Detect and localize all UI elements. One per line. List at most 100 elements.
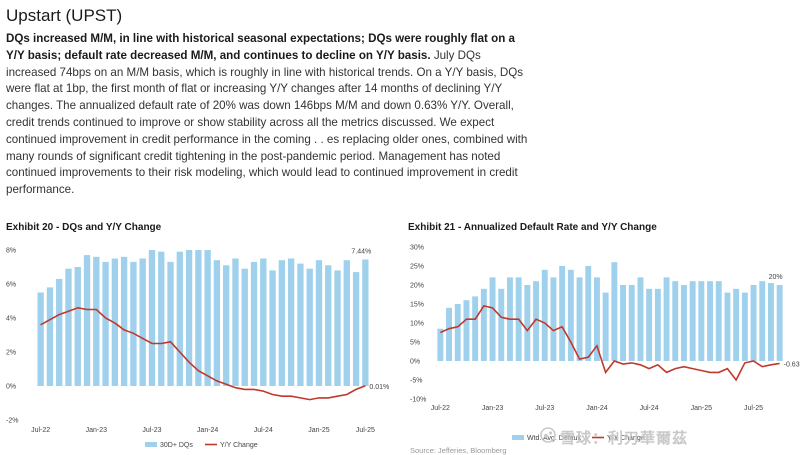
bar-2 — [56, 278, 63, 386]
commentary-paragraph: DQs increased M/M, in line with historic… — [6, 31, 534, 199]
bar-26 — [278, 260, 286, 386]
legend-swatch-bars — [145, 442, 157, 447]
exhibit-21-title: Exhibit 21 - Annualized Default Rate and… — [408, 222, 657, 233]
bar-21 — [620, 285, 627, 361]
x-tick-label: Jan-24 — [197, 427, 219, 434]
bar-24 — [646, 288, 653, 361]
bar-1 — [46, 287, 54, 386]
bar-29 — [689, 281, 696, 361]
y-tick-label: -2% — [6, 418, 18, 425]
bar-17 — [585, 266, 592, 361]
y-tick-label: 8% — [6, 248, 16, 255]
source-note: Source: Jefferies, Bloomberg — [410, 446, 507, 455]
watermark: 雪球：利刃華爾茲 — [560, 430, 689, 447]
y-tick-label: -10% — [410, 397, 426, 404]
y-tick-label: 0% — [6, 384, 16, 391]
y-tick-label: 0% — [410, 359, 420, 366]
exhibit-20-chart: -2% 0% 2% 4% 6% 8% Jul-22 Jan-23 Jul-23 Jan-24 Jul… — [6, 248, 389, 450]
yy-change-end-label: 0.01% — [369, 384, 389, 391]
bar-28 — [297, 263, 304, 386]
bar-38 — [767, 283, 774, 361]
bar-13 — [550, 277, 557, 361]
bar-3 — [65, 268, 72, 386]
bar-12 — [541, 269, 548, 361]
bar-31 — [707, 281, 714, 361]
x-tick-label: Jan-23 — [86, 427, 108, 434]
x-tick-label: Jul-23 — [535, 405, 554, 412]
bar-27 — [287, 258, 295, 386]
x-tick-label: Jan-24 — [586, 405, 608, 412]
bar-9 — [120, 256, 128, 386]
bar-16 — [576, 277, 583, 361]
bar-37 — [759, 281, 766, 361]
x-tick-label: Jul-22 — [431, 405, 450, 412]
bar-33 — [724, 292, 731, 361]
bar-35 — [362, 259, 369, 386]
bar-6 — [93, 256, 100, 386]
bar-20 — [611, 262, 618, 361]
bar-32 — [715, 281, 722, 361]
bar-21 — [232, 258, 239, 386]
bar-3 — [463, 300, 470, 361]
bar-14 — [559, 266, 566, 361]
bar-7 — [498, 288, 505, 361]
bar-18 — [593, 277, 600, 361]
bar-20 — [223, 265, 230, 386]
y-tick-label: 15% — [410, 302, 424, 309]
y-tick-label: 5% — [410, 340, 420, 347]
x-tick-label: Jul-23 — [142, 427, 161, 434]
bar-6 — [489, 277, 496, 361]
bar-22 — [628, 285, 635, 361]
bar-19 — [213, 260, 221, 386]
legend-label-line: Y/Y Change — [607, 435, 645, 442]
bar-1 — [446, 307, 453, 361]
page-title: Upstart (UPST) — [6, 6, 123, 25]
x-tick-label: Jan-23 — [482, 405, 504, 412]
bar-30 — [698, 281, 705, 361]
commentary-body: July DQs increased 74bps on an M/M basis… — [6, 48, 528, 197]
bar-5 — [83, 255, 91, 386]
commentary-lead: DQs increased M/M, in line with historic… — [6, 32, 515, 62]
bar-11 — [139, 258, 146, 386]
bar-27 — [672, 281, 679, 361]
bar-30 — [315, 260, 323, 386]
x-tick-label: Jan-25 — [308, 427, 330, 434]
y-tick-label: 6% — [6, 282, 16, 289]
y-tick-label: 4% — [6, 316, 16, 323]
legend-swatch-bars — [512, 435, 524, 440]
bar-26 — [663, 277, 670, 361]
bar-39 — [776, 285, 783, 361]
bar-16 — [185, 250, 193, 386]
yy-change-line — [40, 306, 366, 401]
bar-12 — [148, 250, 156, 386]
yy-change-line — [440, 305, 780, 382]
bar-2 — [454, 304, 461, 361]
bar-4 — [472, 296, 479, 361]
y-tick-label: 25% — [410, 264, 424, 271]
y-tick-label: 2% — [6, 350, 16, 357]
bar-10 — [524, 285, 531, 361]
bar-35 — [741, 292, 748, 361]
y-tick-label: 10% — [410, 321, 424, 328]
bar-22 — [241, 268, 248, 386]
bar-11 — [533, 281, 540, 361]
bar-17 — [195, 250, 202, 386]
bar-0 — [437, 328, 444, 361]
bar-4 — [74, 267, 81, 386]
exhibit-20-title: Exhibit 20 - DQs and Y/Y Change — [6, 222, 162, 233]
bar-15 — [567, 269, 574, 361]
bar-18 — [204, 250, 211, 386]
bar-7 — [102, 261, 109, 386]
legend-label-line: Y/Y Change — [220, 442, 258, 449]
y-tick-label: -5% — [410, 378, 422, 385]
bar-5 — [480, 288, 487, 361]
bar-31 — [325, 265, 332, 386]
x-tick-label: Jul-24 — [254, 427, 273, 434]
bar-36 — [750, 285, 757, 361]
bar-10 — [130, 261, 137, 386]
bar-0 — [37, 292, 44, 386]
y-tick-label: 30% — [410, 245, 424, 252]
bar-14 — [167, 261, 174, 386]
bar-29 — [306, 268, 313, 386]
snowball-logo-icon — [540, 427, 556, 443]
